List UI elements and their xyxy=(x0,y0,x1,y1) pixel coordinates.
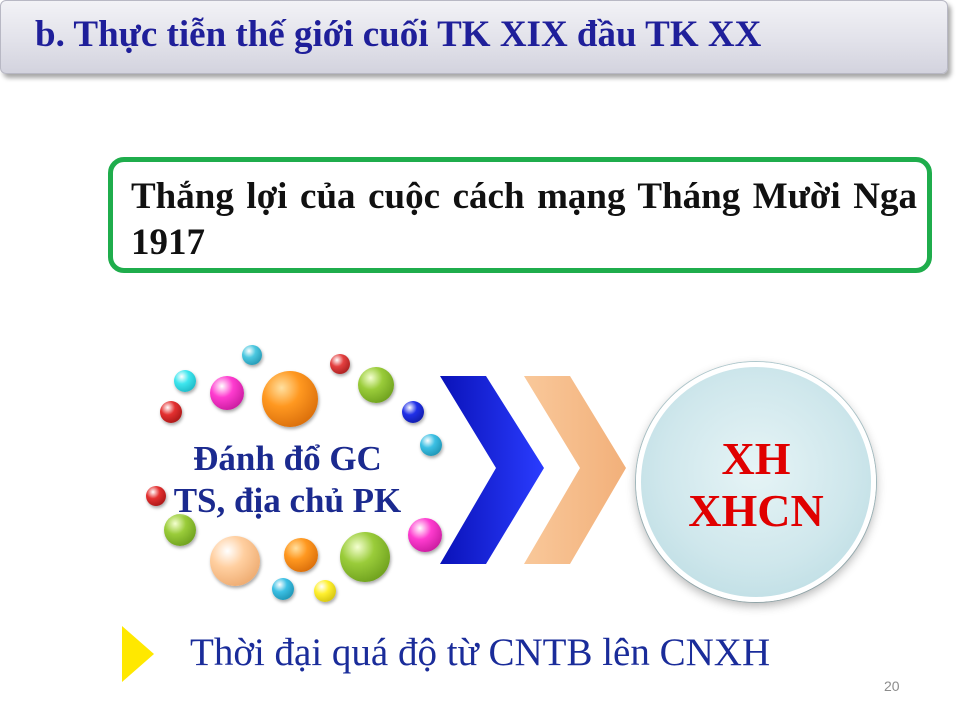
triangle-bullet-icon xyxy=(122,626,154,682)
bubble xyxy=(174,370,196,392)
title-bar: b. Thực tiễn thế giới cuối TK XIX đầu TK… xyxy=(0,0,948,74)
highlight-box: Thắng lợi của cuộc cách mạng Tháng Mười … xyxy=(108,157,932,273)
highlight-box-text: Thắng lợi của cuộc cách mạng Tháng Mười … xyxy=(131,176,917,263)
bubble xyxy=(164,514,196,546)
bubble xyxy=(358,367,394,403)
bubble xyxy=(242,345,262,365)
center-caption-line1: Đánh đổ GC xyxy=(193,439,382,478)
bubble xyxy=(210,536,260,586)
bottom-caption: Thời đại quá độ từ CNTB lên CNXH xyxy=(190,631,771,674)
bubble xyxy=(420,434,442,456)
slide-title: b. Thực tiễn thế giới cuối TK XIX đầu TK… xyxy=(35,14,762,55)
page-number: 20 xyxy=(884,678,900,694)
bubble xyxy=(262,371,318,427)
result-circle-text: XH XHCN xyxy=(641,433,871,537)
bubble xyxy=(340,532,390,582)
result-line2: XHCN xyxy=(688,485,824,536)
bubble xyxy=(272,578,294,600)
result-line1: XH xyxy=(721,433,791,484)
bubble xyxy=(210,376,244,410)
chevron-peach xyxy=(524,376,626,564)
bubble xyxy=(146,486,166,506)
chevron-blue xyxy=(440,376,544,564)
bubble xyxy=(330,354,350,374)
center-caption-line2: TS, địa chủ PK xyxy=(173,481,402,520)
bubble xyxy=(408,518,442,552)
result-circle: XH XHCN xyxy=(636,362,876,602)
bubble xyxy=(284,538,318,572)
bubble xyxy=(160,401,182,423)
bubble xyxy=(402,401,424,423)
bubble xyxy=(314,580,336,602)
center-caption: Đánh đổ GC TS, địa chủ PK xyxy=(140,438,435,522)
double-chevron-arrow-icon xyxy=(440,376,626,564)
